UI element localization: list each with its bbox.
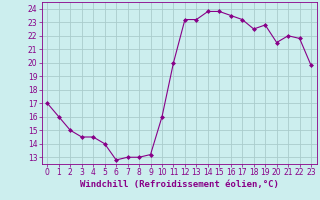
X-axis label: Windchill (Refroidissement éolien,°C): Windchill (Refroidissement éolien,°C) [80,180,279,189]
